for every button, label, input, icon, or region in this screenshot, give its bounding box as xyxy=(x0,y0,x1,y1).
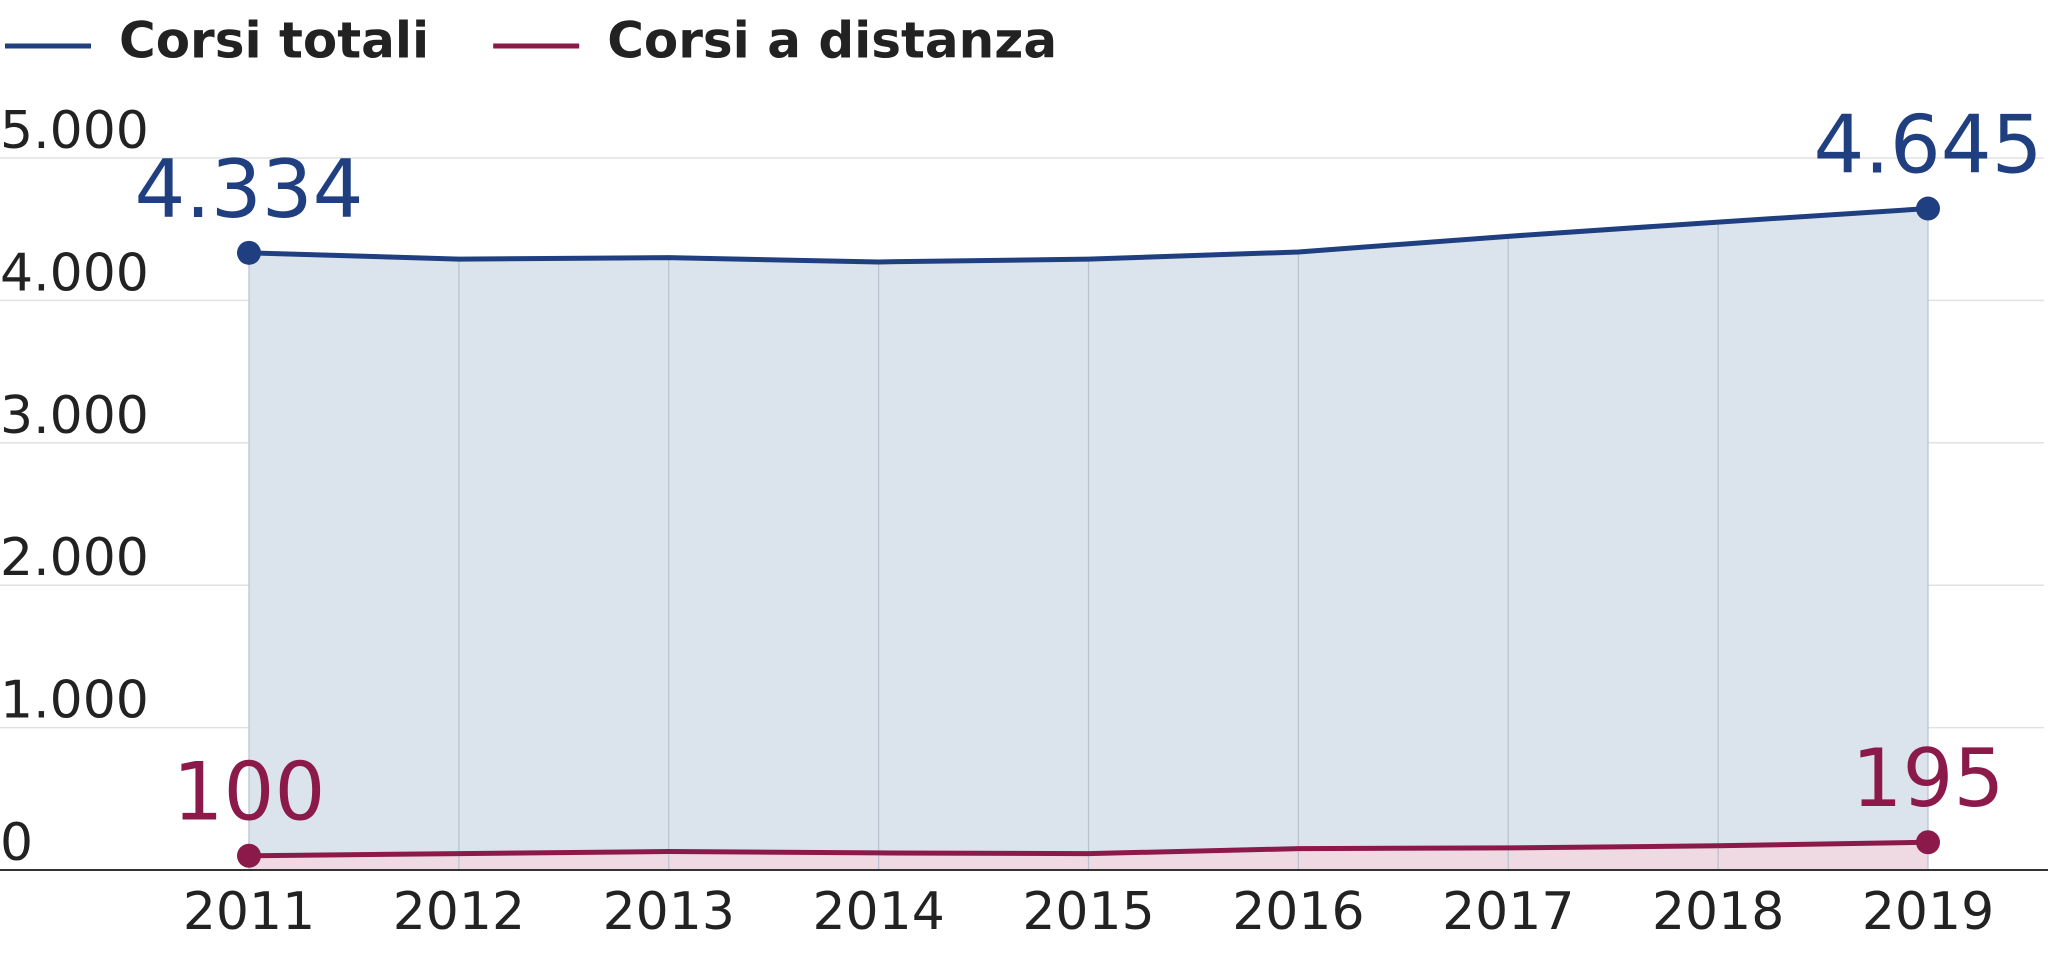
series-line xyxy=(248,839,1929,859)
x-tick-label: 2015 xyxy=(1022,882,1154,942)
data-label: 195 xyxy=(1852,732,2005,825)
data-label: 100 xyxy=(173,746,326,839)
y-tick-label: 5.000 xyxy=(0,101,149,161)
y-tick-label: 3.000 xyxy=(0,386,149,446)
x-tick-label: 2018 xyxy=(1652,882,1784,942)
x-tick-label: 2013 xyxy=(603,882,735,942)
x-tick-label: 2011 xyxy=(183,882,315,942)
x-tick-label: 2019 xyxy=(1862,882,1994,942)
data-label: 4.645 xyxy=(1813,99,2042,192)
legend-label: Corsi totali xyxy=(119,12,429,70)
series-line xyxy=(248,206,1929,265)
point-marker xyxy=(1916,196,1940,221)
x-tick-label: 2014 xyxy=(812,882,944,942)
x-tick-label: 2012 xyxy=(393,882,525,942)
data-label: 4.334 xyxy=(134,143,363,236)
point-marker xyxy=(237,843,261,868)
point-marker xyxy=(237,240,261,265)
y-tick-label: 4.000 xyxy=(0,243,149,303)
y-tick-label: 1.000 xyxy=(0,671,149,731)
x-tick-label: 2017 xyxy=(1442,882,1574,942)
y-tick-label: 0 xyxy=(0,813,33,873)
legend-label: Corsi a distanza xyxy=(607,12,1057,70)
point-marker xyxy=(1916,830,1940,855)
x-tick-label: 2016 xyxy=(1232,882,1364,942)
y-tick-label: 2.000 xyxy=(0,528,149,588)
